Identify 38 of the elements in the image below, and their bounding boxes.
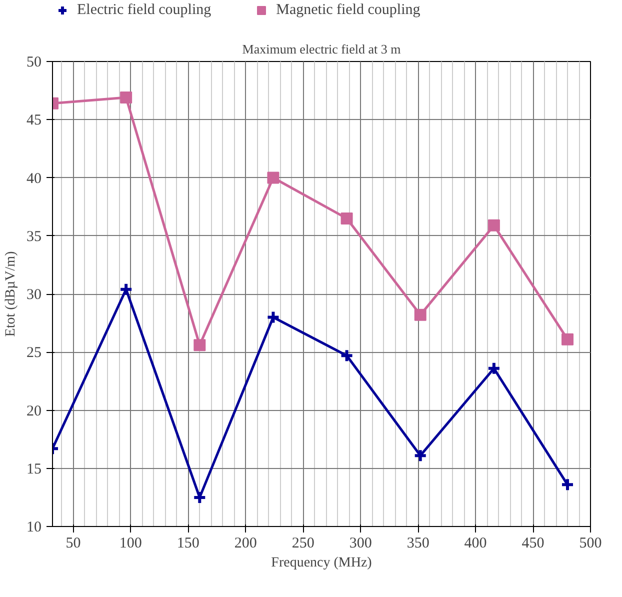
x-axis-title: Frequency (MHz) xyxy=(271,556,372,570)
point xyxy=(488,219,500,232)
legend-label: Electric field coupling xyxy=(77,2,212,18)
point xyxy=(486,361,501,376)
x-tick-label: 500 xyxy=(579,536,602,552)
y-tick-label: 25 xyxy=(26,345,42,362)
y-tick-label: 10 xyxy=(26,520,42,536)
point xyxy=(120,92,132,104)
x-tick-label: 150 xyxy=(176,536,200,552)
y-tick-label: 35 xyxy=(26,228,42,245)
y-axis-title: Etot (dBµV/m) xyxy=(4,250,18,337)
x-tick-label: 50 xyxy=(66,536,81,552)
chart-title: Maximum electric field at 3 m xyxy=(242,42,401,56)
legend-label: Magnetic field coupling xyxy=(276,2,420,18)
x-tick-label: 350 xyxy=(406,536,430,552)
y-tick-label: 50 xyxy=(26,54,42,70)
point xyxy=(562,333,574,346)
y-tick-label: 20 xyxy=(26,403,42,420)
point xyxy=(413,448,428,463)
y-tick-label: 15 xyxy=(26,461,42,478)
point xyxy=(119,282,134,296)
x-tick-label: 250 xyxy=(292,536,314,552)
point xyxy=(266,310,280,324)
point xyxy=(192,490,207,504)
y-tick-label: 40 xyxy=(26,170,42,187)
x-tick-label: 200 xyxy=(234,536,257,552)
point xyxy=(340,212,353,224)
point xyxy=(194,339,206,352)
x-tick-label: 450 xyxy=(522,536,544,552)
point xyxy=(414,308,426,321)
point xyxy=(267,172,280,184)
point xyxy=(340,348,354,363)
x-tick-label: 300 xyxy=(349,536,372,552)
y-tick-label: 30 xyxy=(26,287,42,303)
x-tick-label: 100 xyxy=(119,536,142,552)
y-tick-label: 45 xyxy=(26,112,42,129)
x-tick-label: 400 xyxy=(464,536,487,552)
point xyxy=(560,478,575,492)
